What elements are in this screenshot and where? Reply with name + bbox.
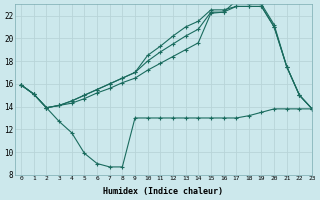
X-axis label: Humidex (Indice chaleur): Humidex (Indice chaleur): [103, 187, 223, 196]
